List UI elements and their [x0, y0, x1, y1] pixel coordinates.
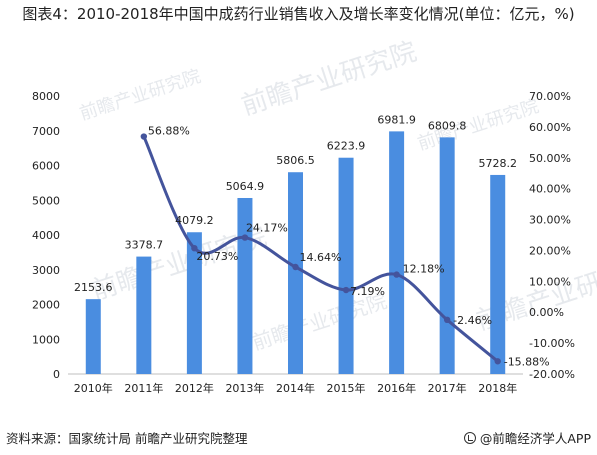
bar: [389, 131, 405, 374]
y-right-tick-label: 0.00%: [529, 306, 564, 319]
x-tick-label: 2013年: [225, 381, 264, 395]
x-tick-label: 2016年: [377, 381, 416, 395]
watermark-text: 前瞻产业研究院: [77, 66, 203, 125]
y-left-tick-label: 0: [53, 368, 60, 381]
x-tick-label: 2018年: [478, 381, 517, 395]
line-value-label: 14.64%: [300, 251, 342, 264]
source-note: 资料来源：国家统计局 前瞻产业研究院整理: [6, 431, 248, 446]
bar: [136, 256, 152, 374]
line-value-label: 20.73%: [196, 250, 238, 263]
y-right-tick-label: 60.00%: [529, 121, 571, 134]
line-point: [140, 133, 148, 140]
x-tick-label: 2012年: [175, 381, 214, 395]
bar-value-label: 3378.7: [125, 239, 164, 252]
y-left-tick-label: 1000: [32, 333, 60, 346]
x-tick-label: 2014年: [276, 381, 315, 395]
bar: [490, 174, 506, 374]
bar: [237, 197, 253, 374]
bar-value-label: 6223.9: [327, 140, 366, 153]
y-right-tick-label: 20.00%: [529, 244, 571, 257]
y-left-tick-label: 7000: [32, 125, 60, 138]
line-point: [494, 358, 501, 365]
data-labels: 2153.6 3378.7 4079.2 5064.9 5806.5 6223.9 6981…: [74, 113, 550, 368]
x-tick-label: 2017年: [428, 381, 467, 395]
bar-value-label: 2153.6: [74, 281, 113, 294]
bar: [439, 137, 455, 374]
bar-value-label: 6981.9: [377, 113, 416, 126]
bar-value-label: 6809.8: [428, 119, 467, 132]
y-left-tick-label: 4000: [32, 229, 60, 242]
brand-logo-icon: [463, 431, 476, 444]
bar: [288, 172, 303, 374]
y-right-tick-label: 50.00%: [529, 152, 571, 165]
line-point: [191, 244, 198, 252]
line-point: [292, 263, 299, 271]
y-right-tick-label: -10.00%: [529, 337, 575, 350]
chart-title: 图表4：2010-2018年中国中成药行业销售收入及增长率变化情况(单位：亿元，…: [22, 5, 575, 23]
line-series: [140, 133, 501, 365]
line-value-label: -2.46%: [453, 314, 492, 327]
y-left-tick-label: 8000: [32, 90, 60, 103]
y-right-tick-label: 70.00%: [529, 90, 571, 103]
line-value-label: 7.19%: [350, 285, 385, 298]
line-value-label: 24.17%: [246, 222, 288, 235]
line-value-label: 56.88%: [148, 125, 190, 138]
line-value-label: 12.18%: [403, 263, 445, 276]
y-right-tick-label: 40.00%: [529, 183, 571, 196]
line-point: [241, 234, 249, 241]
bar: [186, 232, 202, 374]
y-right-tick-label: -20.00%: [529, 368, 575, 381]
bar-value-label: 5728.2: [478, 157, 517, 170]
line-point: [443, 316, 451, 324]
bar: [85, 299, 101, 374]
bar-value-label: 4079.2: [175, 214, 214, 227]
line-point: [393, 271, 400, 278]
x-tick-label: 2011年: [124, 381, 163, 395]
brand-text: @前瞻经济学人APP: [479, 431, 591, 446]
bar: [338, 157, 354, 374]
watermark-text: 前瞻产业研究院: [249, 289, 390, 355]
y-left-tick-label: 2000: [32, 299, 60, 312]
x-tick-label: 2010年: [74, 381, 113, 395]
line-point: [342, 286, 350, 294]
bar-series: [85, 131, 506, 374]
brand-note: @前瞻经济学人APP: [463, 428, 591, 447]
y-right-tick-label: 10.00%: [529, 275, 571, 288]
watermark-text: 前瞻产业研究院: [238, 37, 420, 122]
y-left-tick-label: 3000: [32, 264, 60, 277]
bar-value-label: 5806.5: [276, 154, 315, 167]
y-left-tick-label: 5000: [32, 194, 60, 207]
bar-value-label: 5064.9: [226, 180, 265, 193]
y-right-tick-label: 30.00%: [529, 214, 571, 227]
y-left-tick-label: 6000: [32, 160, 60, 173]
line-value-label: -15.88%: [504, 355, 550, 368]
x-tick-label: 2015年: [327, 381, 366, 395]
